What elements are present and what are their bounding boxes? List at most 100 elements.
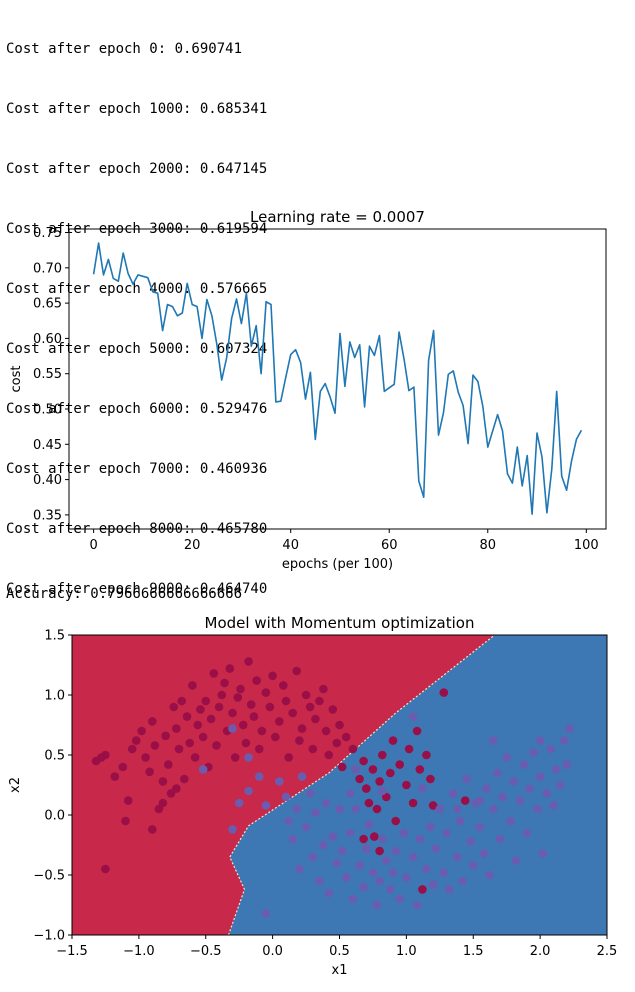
data-point-class1 xyxy=(479,849,489,858)
data-point-class1 xyxy=(525,784,534,793)
data-point-class0 xyxy=(206,714,216,724)
data-point-class1 xyxy=(562,760,572,769)
data-point-class0 xyxy=(118,762,128,772)
data-point-class0 xyxy=(148,717,157,726)
y-tick-label: −1.0 xyxy=(33,929,65,944)
data-point-class0 xyxy=(131,736,141,745)
data-point-class0 xyxy=(196,705,205,714)
log-line: Cost after epoch 4000: 0.576665 xyxy=(6,281,268,297)
data-point-class1 xyxy=(228,724,237,733)
data-point-class0 xyxy=(370,832,379,841)
data-point-class0 xyxy=(261,688,271,697)
data-point-class0 xyxy=(337,762,347,772)
data-point-class1 xyxy=(341,873,351,882)
data-point-class1 xyxy=(535,772,545,781)
data-point-class1 xyxy=(502,753,512,762)
accuracy-text: Accuracy: 0.7966666666666666 xyxy=(6,586,243,602)
data-point-class1 xyxy=(431,844,441,853)
data-point-class0 xyxy=(148,825,157,834)
data-point-class1 xyxy=(234,798,244,808)
data-point-class0 xyxy=(188,681,197,690)
x-tick-label: −1.0 xyxy=(123,944,155,959)
log-line: Cost after epoch 1000: 0.685341 xyxy=(6,101,268,117)
data-point-class0 xyxy=(388,736,398,745)
data-point-class1 xyxy=(426,822,435,832)
data-point-class0 xyxy=(177,696,186,706)
data-point-class1 xyxy=(295,864,304,874)
data-point-class0 xyxy=(110,772,120,781)
data-point-class1 xyxy=(275,777,284,786)
data-point-class1 xyxy=(281,792,291,802)
y-tick-label: −0.5 xyxy=(33,869,65,884)
y-tick-label: 0.45 xyxy=(33,438,62,453)
data-point-class0 xyxy=(201,696,211,706)
data-point-class1 xyxy=(321,798,331,808)
data-point-class0 xyxy=(284,753,294,762)
data-point-class0 xyxy=(391,816,401,826)
x-tick-label: 60 xyxy=(381,538,398,553)
data-point-class1 xyxy=(546,744,556,754)
y-tick-label: 0.55 xyxy=(33,367,62,382)
data-point-class1 xyxy=(378,834,387,844)
data-point-class1 xyxy=(359,882,368,892)
data-point-class0 xyxy=(359,834,368,844)
data-point-class1 xyxy=(375,876,384,886)
log-line: Cost after epoch 9000: 0.464740 xyxy=(6,581,268,597)
y-axis-label: x2 xyxy=(8,777,23,793)
data-point-class0 xyxy=(244,657,253,666)
data-point-class1 xyxy=(551,765,561,774)
x-tick-label: 2.5 xyxy=(597,944,618,959)
data-point-class1 xyxy=(355,861,364,870)
x-tick-label: 0 xyxy=(89,538,97,553)
data-point-class1 xyxy=(382,856,391,865)
data-point-class1 xyxy=(442,828,451,838)
data-point-class0 xyxy=(169,702,178,712)
data-point-class0 xyxy=(315,696,324,706)
data-point-class0 xyxy=(375,777,384,786)
region-class0 xyxy=(72,635,495,935)
data-point-class0 xyxy=(288,708,298,718)
data-point-class1 xyxy=(261,909,271,918)
x-tick-label: 1.5 xyxy=(463,944,484,959)
data-point-class1 xyxy=(482,784,491,793)
data-point-class1 xyxy=(466,837,475,846)
data-point-class1 xyxy=(378,786,387,796)
data-point-class1 xyxy=(565,724,574,733)
data-point-class1 xyxy=(422,864,431,874)
x-tick-label: −0.5 xyxy=(190,944,222,959)
y-tick-label: 1.5 xyxy=(44,629,65,644)
data-point-class1 xyxy=(412,900,422,910)
plot-frame xyxy=(68,228,607,530)
x-tick-label: 0.5 xyxy=(329,944,350,959)
data-point-class1 xyxy=(244,786,253,796)
data-point-class1 xyxy=(228,825,237,834)
data-point-class0 xyxy=(412,726,422,736)
x-tick-label: 2.0 xyxy=(530,944,551,959)
data-point-class0 xyxy=(301,690,311,700)
data-point-class0 xyxy=(428,801,438,810)
data-point-class1 xyxy=(328,832,338,841)
data-point-class1 xyxy=(519,760,529,769)
data-point-class0 xyxy=(460,796,470,805)
data-point-class1 xyxy=(452,804,462,814)
data-point-class0 xyxy=(257,726,267,736)
data-point-class0 xyxy=(193,720,202,730)
data-point-class1 xyxy=(388,868,398,877)
data-point-class1 xyxy=(559,736,569,745)
y-tick-label: 0.35 xyxy=(33,508,62,523)
data-point-class0 xyxy=(158,777,168,786)
data-point-class1 xyxy=(311,808,320,817)
data-point-class1 xyxy=(489,804,498,814)
data-point-class1 xyxy=(408,712,418,721)
data-point-class0 xyxy=(319,684,328,694)
x-tick-label: 80 xyxy=(479,538,496,553)
data-point-class1 xyxy=(448,789,458,798)
data-point-class1 xyxy=(462,774,471,784)
data-point-class0 xyxy=(252,676,261,685)
y-tick-label: 0.75 xyxy=(33,226,62,241)
data-point-class0 xyxy=(209,669,219,678)
data-point-class0 xyxy=(305,702,315,712)
data-point-class0 xyxy=(439,688,449,697)
y-tick-label: 0.40 xyxy=(33,473,62,488)
data-point-class1 xyxy=(284,816,294,826)
